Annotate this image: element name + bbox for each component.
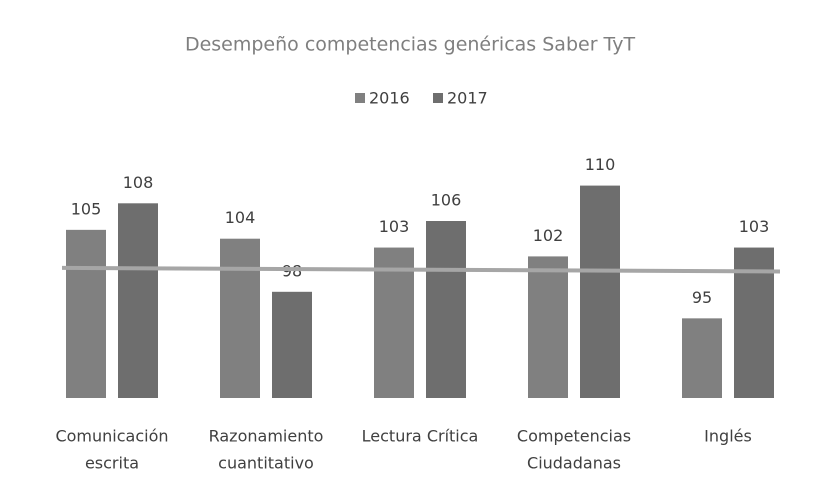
reference-line <box>61 265 781 274</box>
legend-swatch <box>355 93 365 103</box>
bar <box>528 256 568 398</box>
x-tick-label: Inglés <box>704 427 752 446</box>
data-label: 105 <box>71 199 102 218</box>
data-label: 103 <box>379 217 410 236</box>
data-label: 95 <box>692 288 712 307</box>
data-label: 104 <box>225 208 256 227</box>
data-label: 103 <box>739 217 770 236</box>
bar <box>374 247 414 398</box>
x-tick-label: Competencias <box>517 427 631 446</box>
x-tick-label: escrita <box>85 454 139 473</box>
legend-label: 2016 <box>369 89 410 108</box>
bar <box>66 229 106 398</box>
bar <box>426 221 466 398</box>
data-label: 106 <box>431 191 462 210</box>
x-tick-label: Ciudadanas <box>527 454 621 473</box>
legend-label: 2017 <box>447 89 488 108</box>
bar <box>682 318 722 398</box>
data-label: 110 <box>585 155 616 174</box>
x-tick-label: Lectura Crítica <box>362 427 479 446</box>
bar <box>580 185 620 398</box>
x-tick-label: cuantitativo <box>218 454 314 473</box>
data-label: 108 <box>123 173 154 192</box>
x-tick-label: Comunicación <box>55 427 168 446</box>
legend-swatch <box>433 93 443 103</box>
chart-title: Desempeño competencias genéricas Saber T… <box>185 34 635 56</box>
bar <box>220 238 260 398</box>
bar <box>272 291 312 398</box>
x-tick-label: Razonamiento <box>209 427 324 446</box>
data-label: 102 <box>533 226 564 245</box>
bar <box>118 203 158 398</box>
